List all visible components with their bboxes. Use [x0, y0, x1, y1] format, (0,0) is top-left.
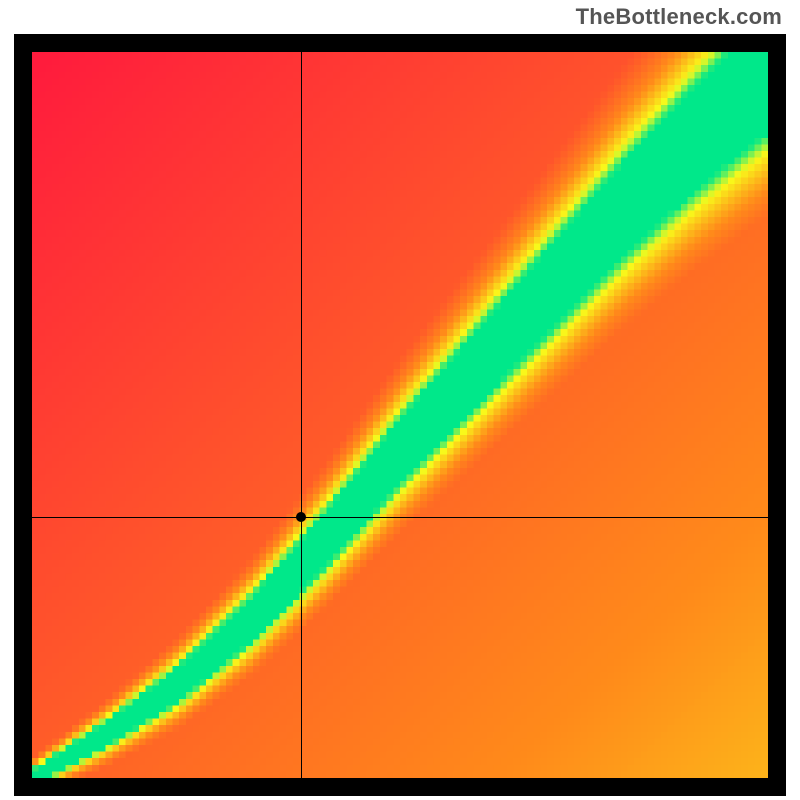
- crosshair-vertical: [301, 52, 302, 778]
- plot-area: [32, 52, 768, 778]
- marker-dot: [296, 512, 306, 522]
- crosshair-horizontal: [32, 517, 768, 518]
- heatmap-canvas: [32, 52, 768, 778]
- chart-container: TheBottleneck.com: [0, 0, 800, 800]
- attribution-text: TheBottleneck.com: [576, 4, 782, 30]
